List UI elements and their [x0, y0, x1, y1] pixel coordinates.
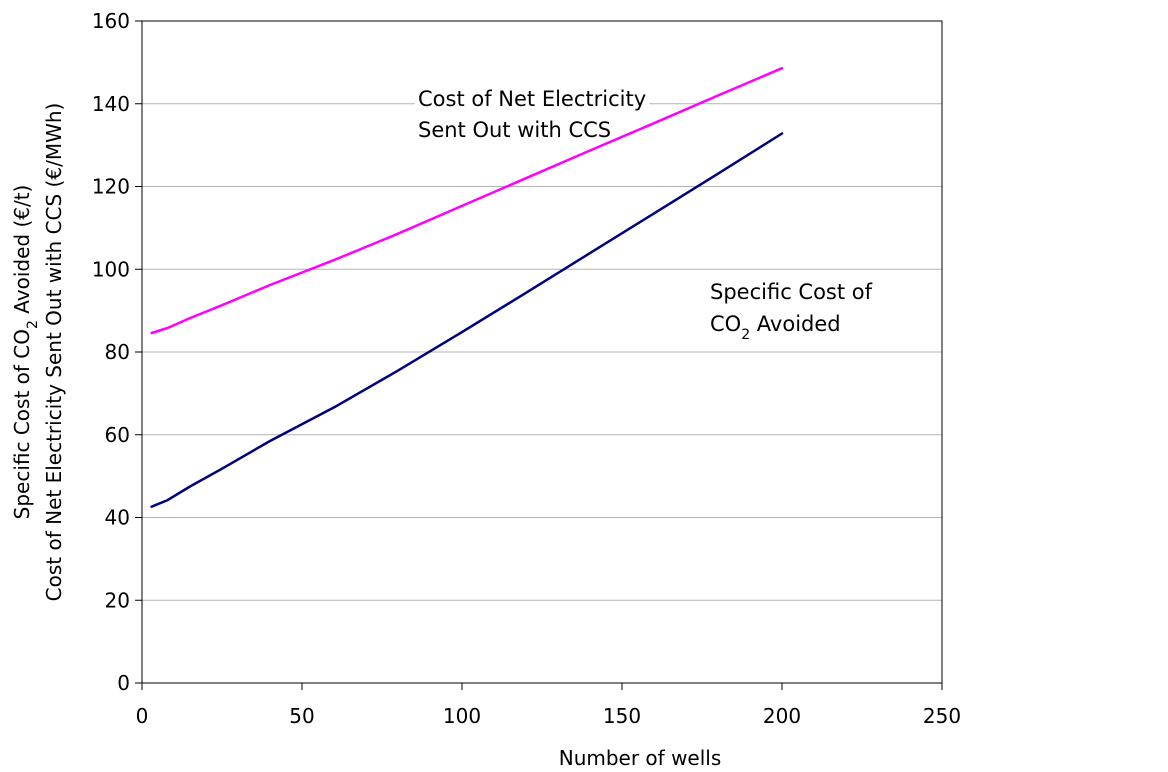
annotation-co2-line1: Specific Cost of: [710, 280, 873, 304]
series-line-co2-avoided-cost: [150, 132, 784, 508]
y-axis-title-line1: Specific Cost of CO2 Avoided (€/t): [10, 185, 41, 520]
annotation-co2-line2: CO2 Avoided: [710, 312, 841, 343]
x-tick-label: 250: [923, 704, 961, 728]
series-line-net-electricity-cost: [150, 66, 784, 335]
y-tick-label: 80: [105, 340, 130, 364]
x-axis-title: Number of wells: [559, 746, 722, 770]
x-tick-label: 100: [443, 704, 481, 728]
y-tick-label: 160: [92, 9, 130, 33]
x-tick-label: 0: [136, 704, 149, 728]
series-lines: [150, 66, 784, 508]
y-axis-title-line2: Cost of Net Electricity Sent Out with CC…: [42, 103, 66, 602]
axis-ticks: [135, 20, 943, 690]
y-tick-label: 120: [92, 175, 130, 199]
y-tick-label: 140: [92, 92, 130, 116]
x-tick-label: 50: [289, 704, 314, 728]
tick-labels: 0 20 40 60 80 100 120 140 160 0 50 100 150 200 250: [92, 9, 961, 728]
y-tick-label: 60: [105, 423, 130, 447]
y-tick-label: 40: [105, 506, 130, 530]
y-tick-label: 20: [105, 588, 130, 612]
gridlines: [142, 103, 942, 601]
x-tick-label: 150: [603, 704, 641, 728]
y-tick-label: 0: [117, 671, 130, 695]
annotation-electricity-line1: Cost of Net Electricity: [418, 87, 646, 111]
annotation-electricity-line2: Sent Out with CCS: [418, 118, 611, 142]
x-tick-label: 200: [763, 704, 801, 728]
y-tick-label: 100: [92, 257, 130, 281]
annotation-background: [415, 87, 650, 111]
